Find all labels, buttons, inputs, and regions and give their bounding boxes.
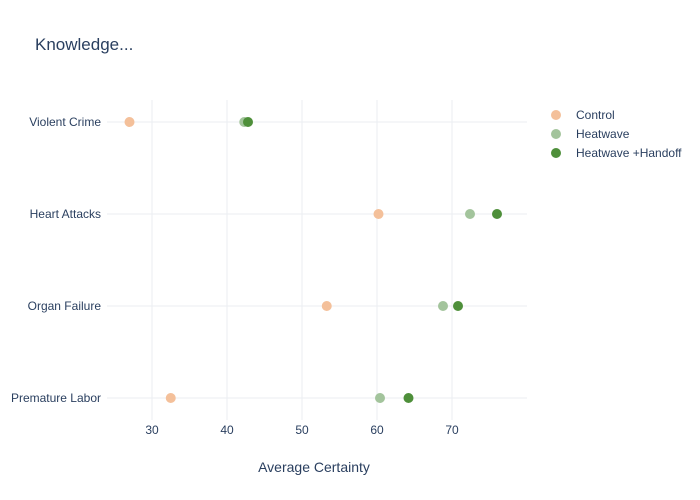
data-point[interactable] [403,393,414,403]
data-point[interactable] [453,301,463,311]
legend-label: Heatwave [576,127,630,141]
legend[interactable]: Control Heatwave Heatwave +Handoff [551,108,682,160]
x-tick-label: 60 [370,423,384,437]
legend-item[interactable]: Heatwave [551,127,630,141]
x-tick-label: 40 [220,423,234,437]
gridlines [107,100,527,420]
y-tick-label: Heart Attacks [30,207,101,221]
x-tick-labels: 30 40 50 60 70 [145,423,459,437]
y-tick-label: Organ Failure [28,299,102,313]
data-point[interactable] [373,209,384,219]
x-tick-label: 70 [445,423,459,437]
x-tick-label: 30 [145,423,159,437]
data-point[interactable] [243,117,253,127]
x-tick-label: 50 [295,423,309,437]
legend-marker [551,129,561,139]
data-point[interactable] [492,209,502,219]
y-tick-labels: Violent Crime Heart Attacks Organ Failure P… [11,115,101,405]
chart-title: Knowledge... [35,35,133,54]
data-point[interactable] [438,301,448,311]
y-tick-label: Premature Labor [11,391,101,405]
legend-marker [551,110,561,120]
legend-marker [551,148,561,158]
legend-label: Heatwave +Handoff [576,146,682,160]
legend-item[interactable]: Control [551,108,615,122]
data-point[interactable] [124,117,135,127]
legend-item[interactable]: Heatwave +Handoff [551,146,682,160]
data-point[interactable] [165,393,176,403]
data-point[interactable] [321,301,332,311]
data-points [124,117,502,403]
data-point[interactable] [375,393,385,403]
legend-label: Control [576,108,615,122]
data-point[interactable] [465,209,475,219]
y-tick-label: Violent Crime [29,115,101,129]
x-axis-title: Average Certainty [258,459,370,475]
